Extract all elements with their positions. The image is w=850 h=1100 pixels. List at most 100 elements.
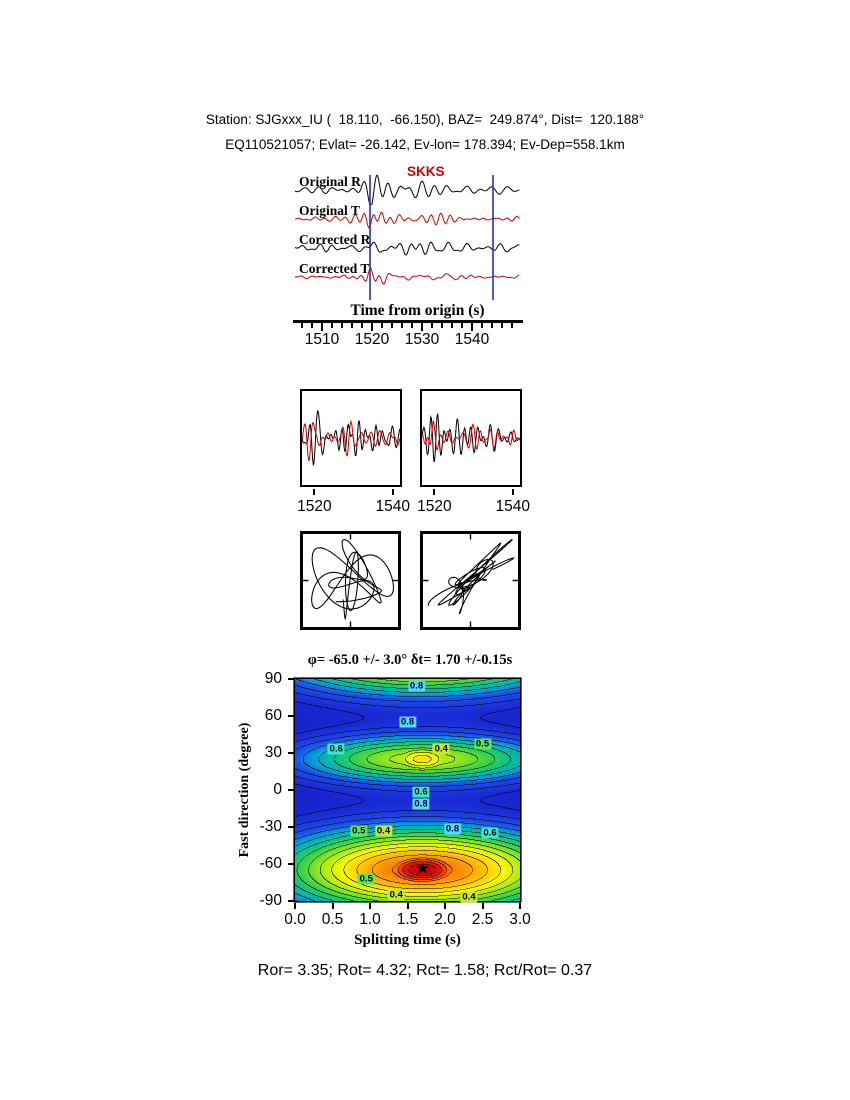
particle-motion-panel-original [300, 531, 401, 630]
time-axis-minor-tick [501, 323, 503, 328]
zoom-axis-tick-label: 1540 [495, 498, 530, 515]
time-axis-minor-tick [341, 323, 343, 328]
result-ratios: Ror= 3.35; Rot= 4.32; Rct= 1.58; Rct/Rot… [257, 962, 593, 979]
time-axis-minor-tick [301, 323, 303, 328]
time-axis-tick [371, 323, 373, 331]
time-axis-tick [471, 323, 473, 331]
contour-level-label: 0.4 [374, 825, 393, 837]
time-axis-tick-label: 1530 [404, 331, 440, 348]
contour-y-tick [287, 678, 295, 680]
trace-1 [294, 211, 520, 229]
contour-y-tick-label: 0 [273, 780, 282, 798]
original-t-zoom-trace [301, 419, 401, 462]
time-axis-minor-tick [411, 323, 413, 328]
zoom-axis-tick [433, 489, 436, 495]
contour-y-tick-label: -90 [259, 891, 282, 909]
contour-level-label: 0.8 [443, 823, 462, 835]
contour-x-tick [519, 902, 521, 909]
contour-y-tick [287, 863, 295, 865]
trace-label-corrected-r: Corrected R [299, 232, 371, 247]
zoom-panel-corrected-plot [421, 413, 521, 462]
contour-y-tick [287, 715, 295, 717]
contour-level-label: 0.8 [407, 680, 426, 692]
original-r-zoom-trace [301, 409, 401, 467]
time-axis-title: Time from origin (s) [350, 302, 485, 319]
seismogram-traces-plot [294, 174, 520, 300]
misfit-contour-canvas [295, 679, 520, 901]
time-axis-minor-tick [331, 323, 333, 328]
contour-y-tick-label: -60 [259, 854, 282, 872]
station-header: Station: SJGxxx_IU ( 18.110, -66.150), B… [205, 112, 645, 127]
trace-0 [294, 174, 520, 205]
particle-motion-original-plot [303, 534, 398, 627]
time-axis-minor-tick [451, 323, 453, 328]
trace-label-original-r: Original R [299, 174, 361, 189]
contour-x-tick-label: 3.0 [509, 911, 531, 928]
corrected-r-zoom-trace [421, 413, 520, 462]
contour-x-tick [406, 902, 409, 909]
corrected-t-zoom-trace [421, 419, 521, 452]
time-axis-minor-tick [461, 323, 463, 328]
trace-3 [294, 267, 520, 285]
trace-2 [294, 241, 520, 256]
time-axis-minor-tick [361, 323, 363, 328]
contour-x-tick-label: 2.0 [434, 911, 456, 928]
time-axis-minor-tick [311, 323, 313, 328]
contour-x-tick-label: 2.5 [471, 911, 494, 928]
contour-x-tick-label: 1.0 [359, 911, 381, 928]
contour-level-label: 0.5 [357, 873, 375, 885]
time-axis-minor-tick [431, 323, 433, 328]
time-axis-line [293, 320, 523, 323]
zoom-axis-tick-label: 1540 [375, 498, 410, 515]
time-axis-minor-tick [491, 323, 493, 328]
time-axis-tick-label: 1510 [304, 331, 340, 348]
contour-x-tick-label: 1.5 [396, 911, 419, 928]
contour-y-tick [287, 789, 295, 791]
contour-x-tick [369, 902, 371, 909]
zoom-panel-original [300, 389, 402, 487]
contour-level-label: 0.5 [473, 738, 492, 750]
time-axis-tick-label: 1520 [354, 331, 390, 348]
misfit-contour-plot: ★ 0.8 0.8 0.6 0.4 0.5 0.6 0.8 0.5 0.4 0.8 0.6 0.5 0.… [295, 679, 520, 903]
contour-y-tick-label: -30 [259, 817, 282, 835]
trace-label-corrected-t: Corrected T [299, 261, 370, 276]
contour-x-tick [331, 902, 334, 909]
contour-y-tick-label: 60 [264, 706, 282, 724]
time-axis-minor-tick [511, 323, 513, 328]
zoom-panel-original-plot [301, 409, 401, 467]
time-axis-minor-tick [351, 323, 353, 328]
contour-level-label: 0.6 [327, 743, 345, 755]
contour-x-tick-label: 0.5 [321, 911, 344, 928]
zoom-axis-tick [313, 489, 316, 495]
contour-x-tick-label: 0.0 [284, 911, 306, 928]
contour-y-tick [287, 752, 295, 754]
contour-y-tick [287, 826, 295, 828]
contour-level-label: 0.4 [432, 743, 450, 755]
time-axis-minor-tick [401, 323, 403, 328]
contour-level-label: 0.6 [412, 786, 430, 798]
phase-label: SKKS [407, 164, 445, 179]
contour-title: φ= -65.0 +/- 3.0° δt= 1.70 +/-0.15s [307, 652, 513, 668]
particle-motion-panel-corrected [420, 531, 521, 630]
time-axis-tick [421, 323, 423, 331]
splitting-time-axis-label: Splitting time (s) [354, 932, 461, 948]
contour-level-label: 0.5 [350, 825, 368, 837]
zoom-axis-tick [391, 489, 394, 495]
particle-motion-corrected-plot [423, 534, 518, 627]
trace-label-original-t: Original T [299, 203, 360, 218]
contour-y-tick [287, 900, 295, 902]
zoom-axis-tick-label: 1520 [417, 498, 452, 515]
contour-x-tick [481, 902, 484, 909]
time-axis-minor-tick [381, 323, 383, 328]
best-fit-star: ★ [415, 860, 430, 878]
corrected-particle-motion-path [427, 538, 515, 615]
zoom-axis-tick-label: 1520 [297, 498, 332, 515]
zoom-axis-tick [511, 489, 514, 495]
contour-y-tick-label: 30 [264, 743, 282, 761]
contour-x-tick [294, 902, 296, 909]
zoom-panel-corrected [420, 389, 522, 487]
time-axis-minor-tick [481, 323, 483, 328]
time-axis-tick [321, 323, 323, 331]
original-particle-motion-path [311, 538, 395, 621]
